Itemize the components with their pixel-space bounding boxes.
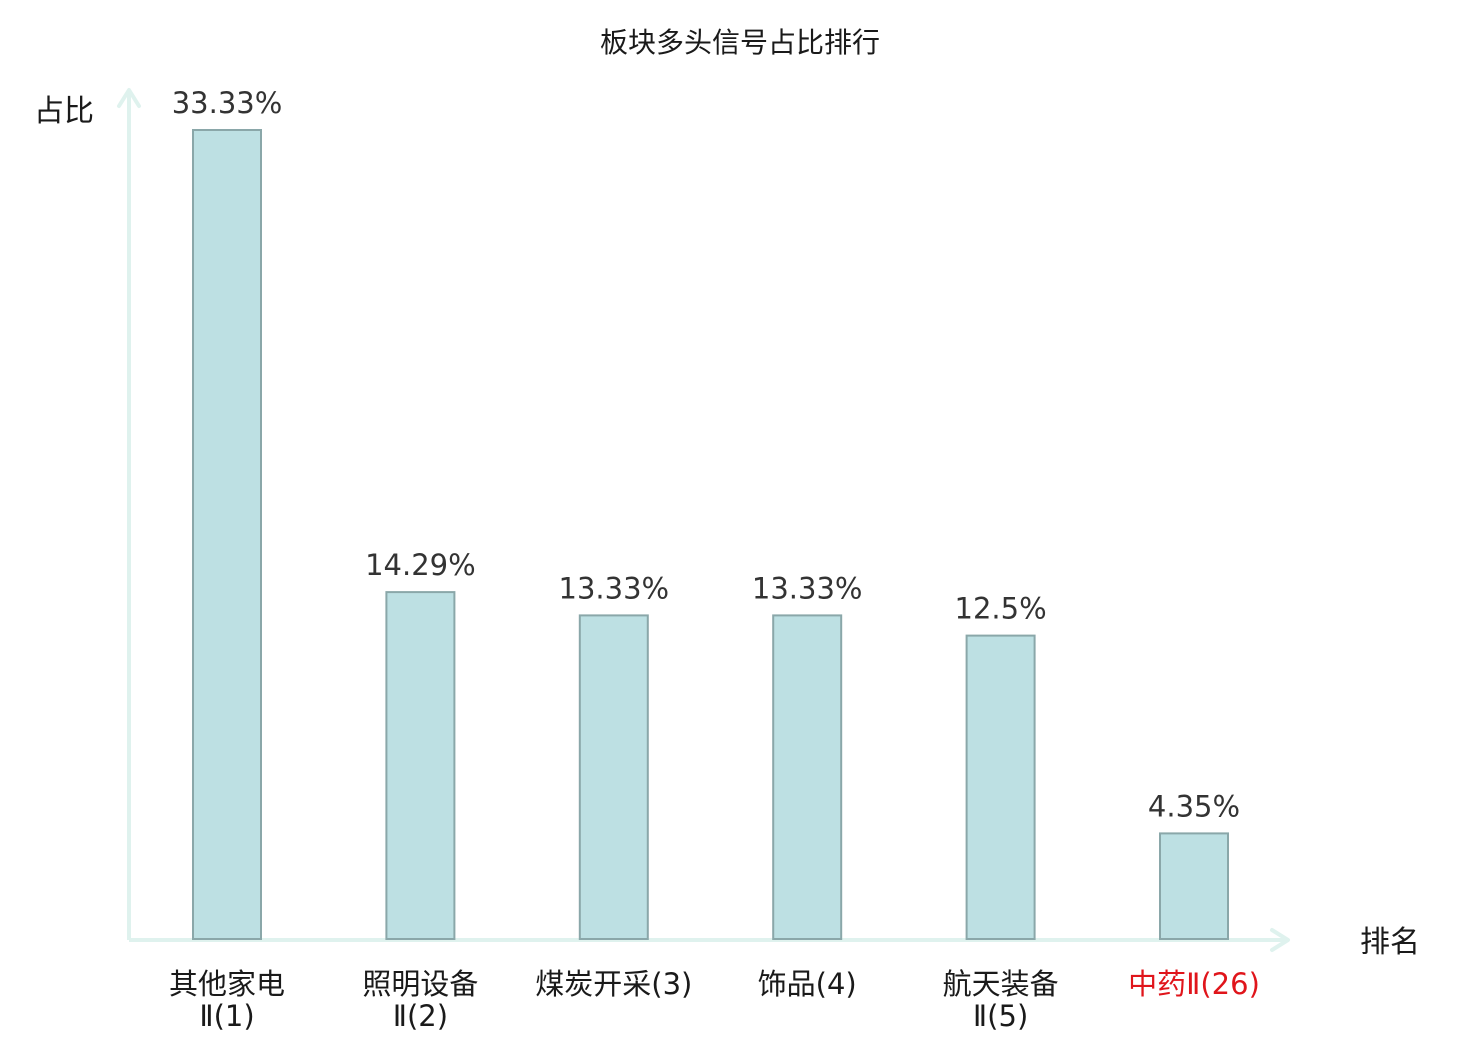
value-label-6: 4.35% [1148, 789, 1240, 823]
x-axis-label: 排名 [1360, 925, 1420, 960]
category-label-line: Ⅱ(1) [199, 999, 254, 1033]
value-label-2: 14.29% [365, 548, 476, 582]
value-label-3: 13.33% [559, 571, 670, 605]
category-label-line: 中药Ⅱ(26) [1128, 967, 1260, 1001]
category-label-4: 饰品(4) [758, 967, 857, 1001]
y-axis-label: 占比 [34, 94, 94, 129]
value-label-4: 13.33% [752, 571, 863, 605]
category-label-line: 航天装备 [943, 967, 1059, 1001]
bars [192, 129, 1229, 941]
value-label-5: 12.5% [955, 592, 1047, 626]
bar-4 [772, 614, 843, 941]
bar-5 [965, 634, 1036, 940]
category-label-2: 照明设备 Ⅱ(2) [362, 967, 478, 1033]
x-axis-arrow [1270, 928, 1290, 952]
category-label-line: 其他家电 [169, 967, 285, 1001]
category-label-line: 照明设备 [362, 967, 478, 1001]
chart-title: 板块多头信号占比排行 [600, 26, 880, 59]
value-labels: 33.33% 14.29% 13.33% 13.33% 12.5% 4.35% [172, 86, 1240, 823]
bar-6 [1159, 832, 1229, 941]
bar-3 [578, 614, 649, 941]
category-label-5: 航天装备 Ⅱ(5) [943, 967, 1059, 1033]
bar-2 [385, 591, 456, 940]
category-label-3: 煤炭开采(3) [535, 967, 692, 1001]
category-label-line: 煤炭开采(3) [535, 967, 692, 1001]
category-label-1: 其他家电 Ⅱ(1) [169, 967, 285, 1033]
value-label-1: 33.33% [172, 86, 283, 120]
axes [117, 88, 1290, 952]
category-label-line: Ⅱ(2) [393, 999, 448, 1033]
bar-1 [192, 129, 262, 940]
y-axis-arrow [117, 88, 141, 108]
category-label-line: 饰品(4) [758, 967, 857, 1001]
category-labels: 其他家电 Ⅱ(1) 照明设备 Ⅱ(2) 煤炭开采(3) 饰品(4) 航天装备 Ⅱ(5) 中药Ⅱ(… [169, 967, 1260, 1033]
category-label-line: Ⅱ(5) [973, 999, 1028, 1033]
category-label-6: 中药Ⅱ(26) [1128, 967, 1260, 1001]
